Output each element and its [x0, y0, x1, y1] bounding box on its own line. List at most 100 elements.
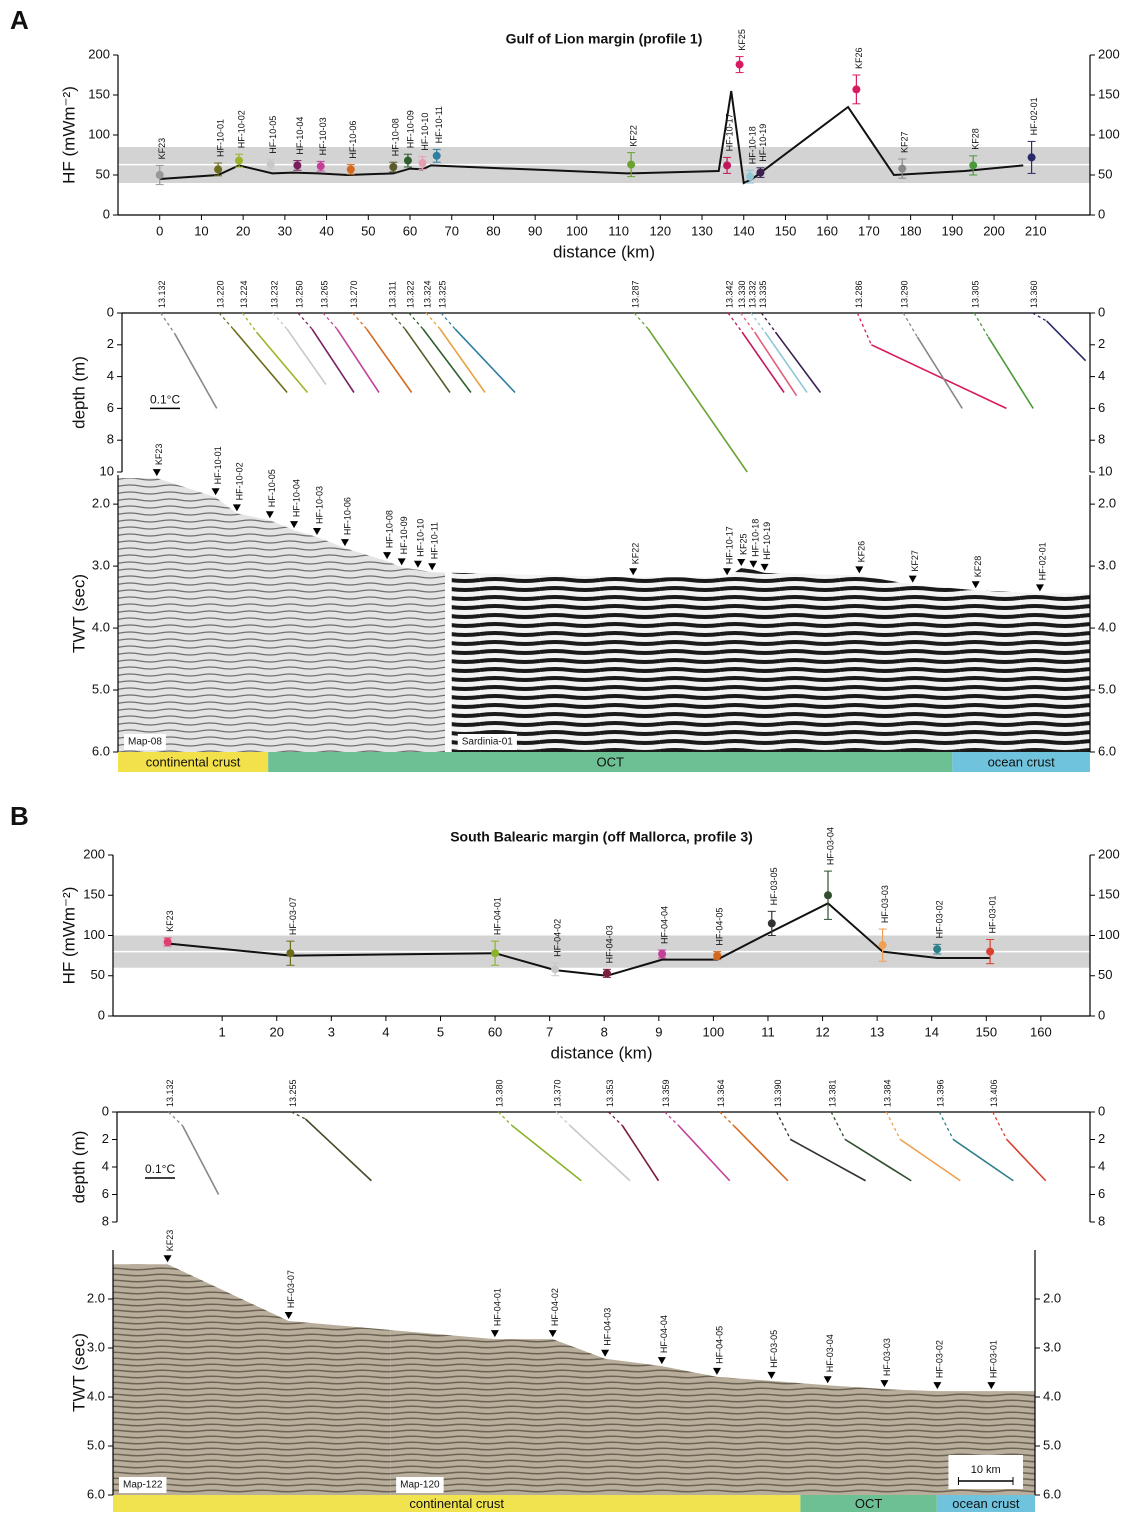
panel-label: B	[10, 801, 29, 831]
profile-leader	[160, 312, 176, 335]
station-label: HF-10-18	[747, 126, 757, 164]
station-label: HF-10-10	[415, 519, 425, 557]
station-label: HF-10-02	[236, 110, 246, 148]
station-label: HF-10-08	[384, 510, 394, 548]
station-label: HF-10-06	[342, 497, 352, 535]
x-tick-label: 14	[924, 1024, 938, 1039]
crust-label: ocean crust	[988, 754, 1056, 769]
temperature-profile	[181, 1125, 220, 1195]
y-tick-label-right: 4	[1098, 1158, 1105, 1173]
data-point	[735, 60, 744, 69]
station-marker	[397, 558, 406, 566]
profile-label: 13.255	[288, 1079, 298, 1107]
station-label: HF-04-03	[604, 925, 614, 963]
profile-name: Map-120	[400, 1480, 440, 1491]
data-point	[878, 941, 887, 950]
data-point	[286, 949, 295, 958]
y-axis-label: depth (m)	[69, 1131, 88, 1204]
x-tick-label: 120	[649, 223, 671, 238]
station-marker	[413, 560, 422, 568]
data-point	[403, 156, 412, 165]
y-tick-label: 6	[107, 400, 114, 415]
data-point	[723, 161, 732, 170]
y-tick-label-right: 50	[1098, 166, 1112, 181]
station-marker	[1035, 584, 1044, 592]
y-tick-label-right: 2.0	[1043, 1290, 1061, 1305]
station-label: HF-10-03	[314, 486, 324, 524]
station-label: KF25	[739, 533, 749, 555]
station-marker	[490, 1330, 499, 1338]
temperature-profile	[844, 1138, 912, 1182]
y-axis-label: depth (m)	[69, 356, 88, 429]
station-label: HF-10-04	[295, 117, 305, 155]
scale-label: 10 km	[971, 1464, 1001, 1476]
x-tick-label: 80	[486, 223, 500, 238]
x-tick-label: 4	[382, 1024, 389, 1039]
station-label: HF-02-01	[1029, 97, 1039, 135]
profile-label: 13.384	[883, 1079, 893, 1107]
station-marker	[737, 558, 746, 566]
x-tick-label: 60	[488, 1024, 502, 1039]
station-label: KF27	[900, 131, 910, 153]
profile-leader	[241, 312, 258, 333]
temperature-profile	[336, 328, 380, 393]
y-tick-label-right: 3.0	[1043, 1339, 1061, 1354]
x-tick-label: 200	[983, 223, 1005, 238]
data-point	[969, 161, 978, 170]
y-tick-label: 6.0	[92, 743, 110, 758]
station-label: HF-10-19	[762, 522, 772, 560]
y-tick-label: 100	[83, 927, 105, 942]
profile-name: Map-122	[123, 1480, 163, 1491]
station-label: HF-03-01	[987, 896, 997, 934]
temperature-profile	[647, 328, 748, 473]
station-label: HF-10-09	[399, 516, 409, 554]
data-point	[824, 891, 833, 900]
profile-leader	[973, 312, 989, 338]
y-tick-label: 5.0	[87, 1437, 105, 1452]
data-point	[163, 937, 172, 946]
profile-label: 13.380	[495, 1079, 505, 1107]
x-axis-label: distance (km)	[550, 1043, 652, 1062]
profile-label: 13.290	[900, 280, 910, 308]
station-label: HF-03-05	[769, 867, 779, 905]
x-tick-label: 100	[566, 223, 588, 238]
temperature-profile	[1006, 1138, 1047, 1182]
temperature-profile	[621, 1125, 660, 1182]
x-tick-label: 210	[1025, 223, 1047, 238]
profile-leader	[218, 312, 234, 330]
station-label: HF-04-03	[602, 1308, 612, 1346]
chart-title: Gulf of Lion margin (profile 1)	[506, 31, 703, 47]
profile-label: 13.287	[631, 280, 641, 308]
profile-label: 13.220	[215, 280, 225, 308]
crust-label: continental crust	[409, 1496, 504, 1511]
station-marker	[712, 1367, 721, 1375]
data-point	[234, 156, 243, 165]
profile-leader	[830, 1111, 846, 1140]
y-tick-label: 3.0	[92, 558, 110, 573]
seismic-image	[390, 1329, 1035, 1495]
station-marker	[823, 1376, 832, 1384]
seismic-image	[113, 1264, 391, 1495]
data-point	[1027, 153, 1036, 162]
crust-segment	[268, 752, 953, 772]
station-label: HF-10-05	[268, 116, 278, 154]
y-tick-label: 10	[100, 463, 114, 478]
profile-name-box	[124, 734, 166, 750]
station-marker	[383, 552, 392, 560]
y-tick-label-right: 6.0	[1043, 1486, 1061, 1501]
profile-leader	[664, 1111, 680, 1127]
data-point	[432, 151, 441, 160]
profile-leader	[608, 1111, 623, 1127]
profile-label: 13.286	[854, 280, 864, 308]
station-marker	[855, 566, 864, 574]
y-tick-label: 2	[102, 1131, 109, 1146]
temperature-profile	[753, 331, 798, 397]
data-point	[713, 951, 722, 960]
temperature-profile	[404, 328, 451, 393]
temperature-profile	[916, 336, 963, 409]
station-marker	[428, 563, 437, 571]
profile-label: 13.335	[758, 280, 768, 308]
station-marker	[152, 469, 161, 477]
profile-leader	[633, 312, 649, 330]
x-tick-label: 60	[403, 223, 417, 238]
